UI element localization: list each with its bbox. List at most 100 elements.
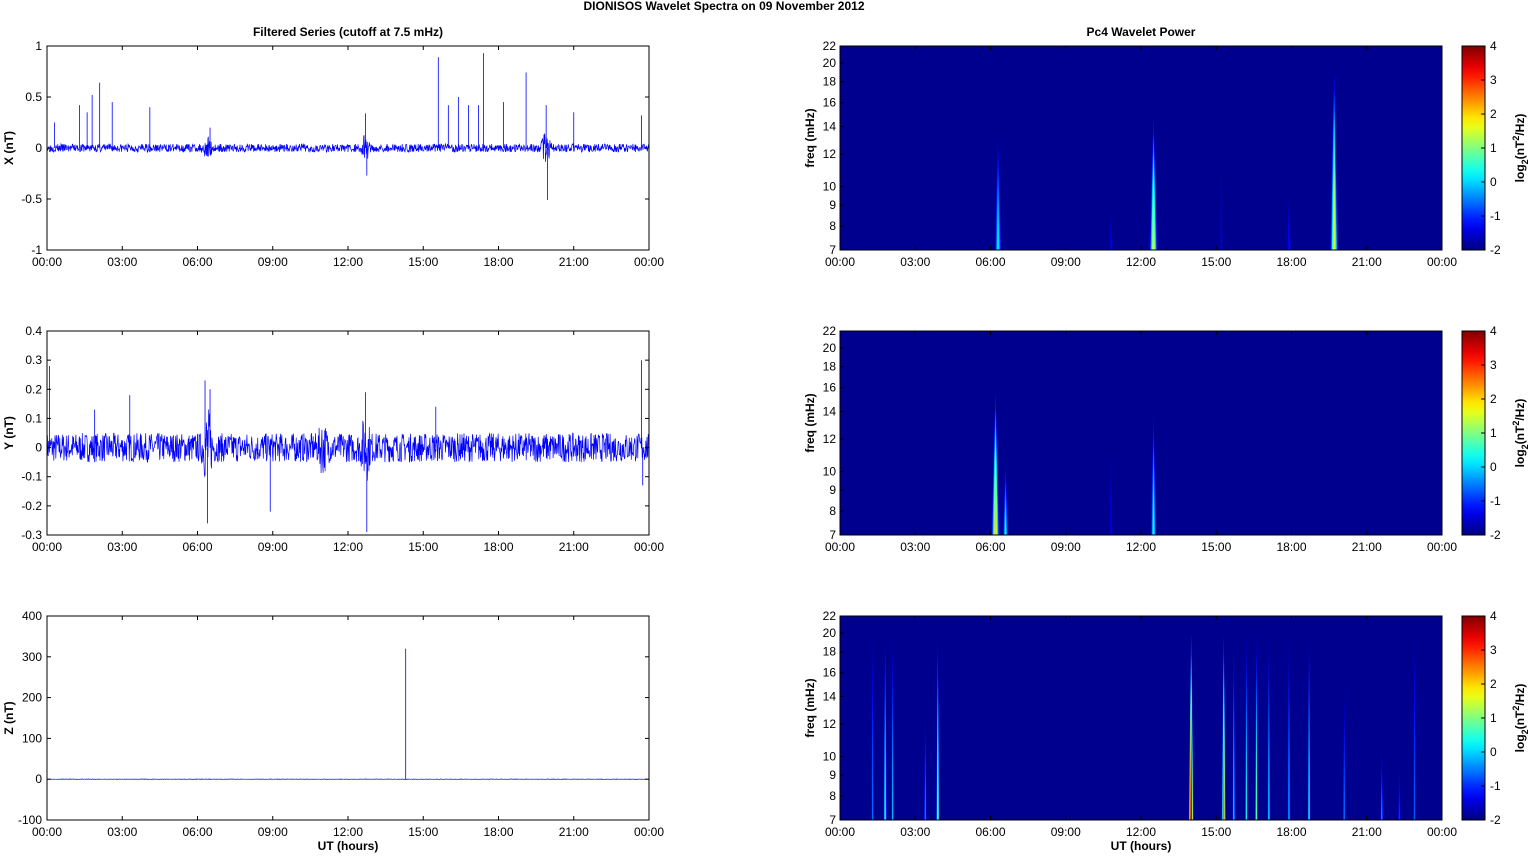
freq-tick-label: 22	[823, 609, 837, 623]
x-tick-label: 15:00	[1201, 255, 1231, 269]
freq-tick-label: 14	[823, 120, 837, 134]
freq-tick-label: 8	[829, 504, 836, 518]
x-tick-label: 03:00	[900, 825, 930, 839]
x-tick-label: 00:00	[32, 825, 62, 839]
colorbar-tick-label: -1	[1490, 209, 1501, 223]
freq-tick-label: 18	[823, 645, 837, 659]
x-tick-label: 00:00	[634, 540, 664, 554]
y-tick-label: 0.4	[25, 324, 42, 338]
left-column-title: Filtered Series (cutoff at 7.5 mHz)	[253, 25, 443, 39]
colorbar-label-part: log	[1513, 449, 1527, 467]
x-tick-label: 00:00	[1427, 540, 1457, 554]
colorbar-label-part: log	[1513, 164, 1527, 182]
freq-tick-label: 14	[823, 690, 837, 704]
x-tick-label: 15:00	[1201, 540, 1231, 554]
colorbar-tick-label: -1	[1490, 779, 1501, 793]
colorbar-tick-label: 0	[1490, 175, 1497, 189]
x-tick-label: 03:00	[900, 255, 930, 269]
figure-title: DIONISOS Wavelet Spectra on 09 November …	[584, 0, 865, 13]
freq-tick-label: 8	[829, 789, 836, 803]
colorbar-tick-label: 2	[1490, 107, 1497, 121]
x-tick-label: 06:00	[182, 540, 212, 554]
x-tick-label: 21:00	[1352, 825, 1382, 839]
freq-tick-label: 16	[823, 96, 837, 110]
x-tick-label: 12:00	[333, 825, 363, 839]
colorbar-tick-label: 0	[1490, 745, 1497, 759]
x-tick-label: 03:00	[107, 540, 137, 554]
y-axis-label: freq (mHz)	[803, 108, 817, 167]
y-tick-label: 0.1	[25, 411, 42, 425]
y-axis-label: freq (mHz)	[803, 678, 817, 737]
y-tick-label: 200	[22, 691, 42, 705]
colorbar-label-part: (nT	[1513, 425, 1527, 444]
y-tick-label: 0	[35, 441, 42, 455]
x-tick-label: 12:00	[1126, 825, 1156, 839]
y-tick-label: 1	[35, 39, 42, 53]
spectrogram-background	[840, 331, 1442, 535]
freq-tick-label: 22	[823, 39, 837, 53]
x-tick-label: 09:00	[258, 825, 288, 839]
freq-tick-label: 10	[823, 179, 837, 193]
colorbar-label: log2(nT2/Hz)	[1511, 684, 1529, 753]
y-tick-label: 0	[35, 141, 42, 155]
colorbar-tick-label: 3	[1490, 643, 1497, 657]
x-tick-label: 06:00	[975, 255, 1005, 269]
colorbar-tick-label: 3	[1490, 358, 1497, 372]
colorbar-label: log2(nT2/Hz)	[1511, 114, 1529, 183]
x-tick-label: 09:00	[1051, 825, 1081, 839]
x-tick-label: 15:00	[408, 540, 438, 554]
colorbar-tick-label: -1	[1490, 494, 1501, 508]
x-tick-label: 21:00	[1352, 540, 1382, 554]
colorbar-tick-label: -2	[1490, 813, 1501, 827]
x-tick-label: 18:00	[483, 825, 513, 839]
colorbar-label-part: /Hz)	[1513, 684, 1527, 706]
x-tick-label: 00:00	[634, 825, 664, 839]
colorbar-label-part: log	[1513, 734, 1527, 752]
y-tick-label: -0.2	[21, 499, 42, 513]
x-tick-label: 09:00	[258, 540, 288, 554]
y-axis-label: Y (nT)	[2, 416, 16, 450]
x-tick-label: 00:00	[825, 825, 855, 839]
x-tick-label: 18:00	[483, 540, 513, 554]
x-tick-label: 06:00	[975, 825, 1005, 839]
x-tick-label: 15:00	[408, 825, 438, 839]
colorbar-tick-label: 4	[1490, 609, 1497, 623]
colorbar-tick-label: 1	[1490, 426, 1497, 440]
freq-tick-label: 20	[823, 626, 837, 640]
freq-tick-label: 10	[823, 464, 837, 478]
y-tick-label: -0.5	[21, 192, 42, 206]
x-tick-label: 00:00	[32, 255, 62, 269]
y-tick-label: 100	[22, 731, 42, 745]
x-tick-label: 06:00	[182, 825, 212, 839]
colorbar-tick-label: 1	[1490, 141, 1497, 155]
colorbar-tick-label: 0	[1490, 460, 1497, 474]
x-tick-label: 06:00	[975, 540, 1005, 554]
freq-tick-label: 18	[823, 360, 837, 374]
freq-tick-label: 16	[823, 381, 837, 395]
x-tick-label: 18:00	[1276, 825, 1306, 839]
x-tick-label: 00:00	[1427, 825, 1457, 839]
x-tick-label: 18:00	[483, 255, 513, 269]
x-axis-label: UT (hours)	[318, 839, 379, 853]
x-tick-label: 12:00	[333, 540, 363, 554]
x-tick-label: 18:00	[1276, 255, 1306, 269]
series-plot-area	[47, 331, 649, 535]
y-axis-label: Z (nT)	[2, 701, 16, 734]
x-tick-label: 12:00	[333, 255, 363, 269]
y-tick-label: 0.5	[25, 90, 42, 104]
freq-tick-label: 20	[823, 341, 837, 355]
y-tick-label: 0.2	[25, 382, 42, 396]
colorbar-tick-label: 4	[1490, 39, 1497, 53]
colorbar-tick-label: 2	[1490, 392, 1497, 406]
freq-tick-label: 22	[823, 324, 837, 338]
x-tick-label: 12:00	[1126, 255, 1156, 269]
x-tick-label: 00:00	[825, 255, 855, 269]
x-tick-label: 03:00	[900, 540, 930, 554]
x-tick-label: 06:00	[182, 255, 212, 269]
x-tick-label: 21:00	[559, 825, 589, 839]
colorbar-label-part: /Hz)	[1513, 399, 1527, 421]
freq-tick-label: 12	[823, 717, 837, 731]
x-tick-label: 00:00	[1427, 255, 1457, 269]
freq-tick-label: 16	[823, 666, 837, 680]
